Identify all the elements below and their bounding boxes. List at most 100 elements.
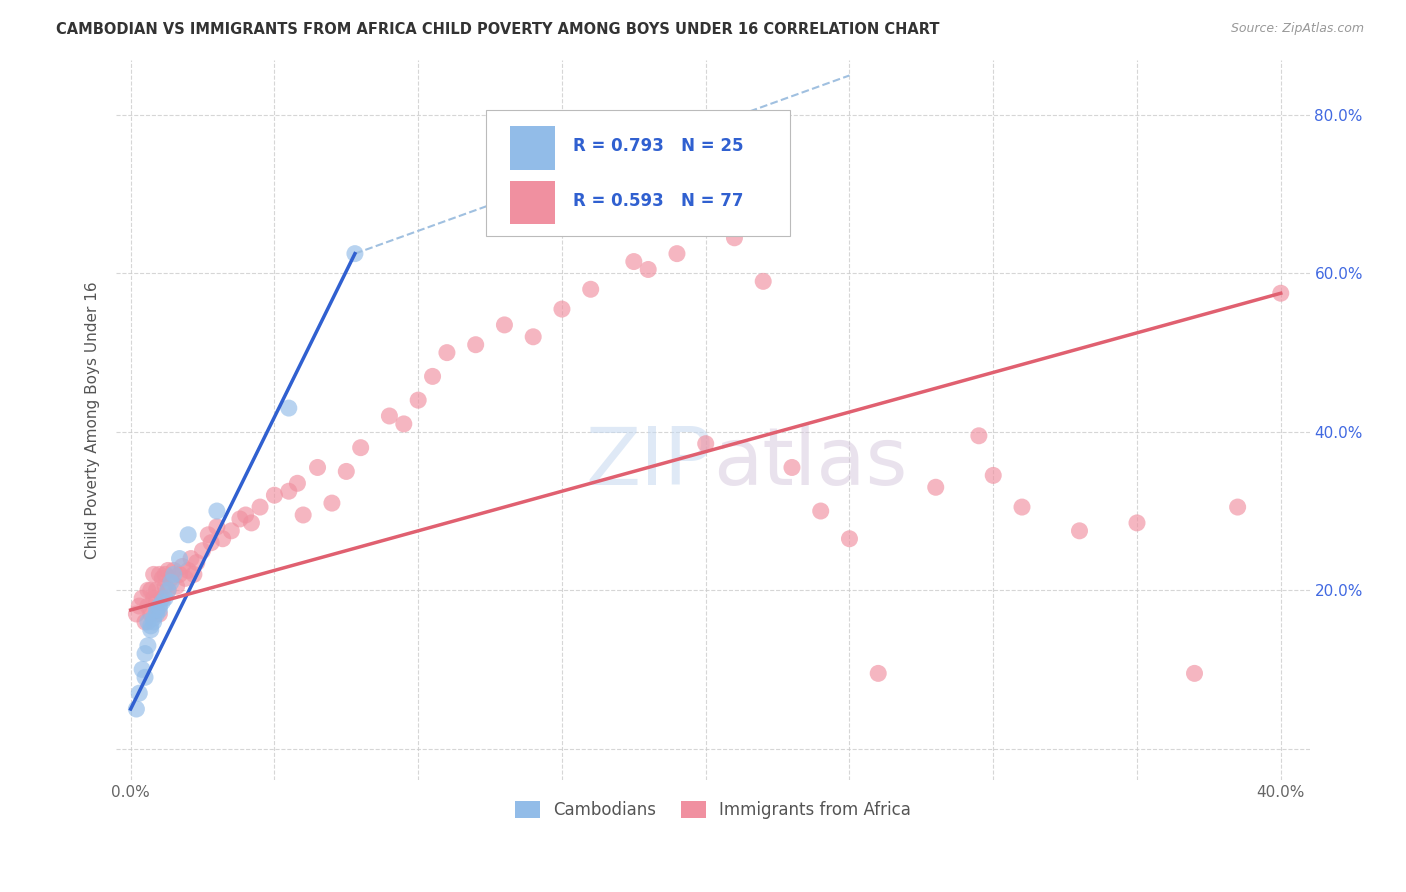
Legend: Cambodians, Immigrants from Africa: Cambodians, Immigrants from Africa	[508, 795, 918, 826]
Point	[838, 532, 860, 546]
Point	[125, 607, 148, 621]
Point	[249, 500, 271, 514]
Point	[169, 551, 191, 566]
Point	[579, 282, 602, 296]
Point	[128, 686, 150, 700]
Point	[169, 567, 191, 582]
Text: R = 0.793   N = 25: R = 0.793 N = 25	[574, 137, 744, 155]
Text: atlas: atlas	[713, 425, 907, 502]
Point	[1184, 666, 1206, 681]
Point	[392, 417, 415, 431]
Point	[1126, 516, 1149, 530]
Point	[623, 254, 645, 268]
Point	[211, 532, 233, 546]
Point	[153, 567, 176, 582]
Point	[197, 528, 219, 542]
Point	[150, 595, 173, 609]
Point	[136, 599, 159, 613]
Point	[780, 460, 803, 475]
Point	[174, 571, 197, 585]
Point	[277, 484, 299, 499]
Point	[551, 301, 574, 316]
Point	[307, 460, 329, 475]
Point	[142, 567, 165, 582]
Point	[350, 441, 373, 455]
Point	[494, 318, 516, 332]
Point	[148, 603, 170, 617]
Point	[157, 583, 180, 598]
Point	[200, 535, 222, 549]
Point	[219, 524, 242, 538]
Point	[180, 551, 202, 566]
Point	[145, 583, 167, 598]
Point	[422, 369, 444, 384]
Point	[752, 274, 775, 288]
Point	[150, 591, 173, 606]
Point	[136, 583, 159, 598]
Text: CAMBODIAN VS IMMIGRANTS FROM AFRICA CHILD POVERTY AMONG BOYS UNDER 16 CORRELATIO: CAMBODIAN VS IMMIGRANTS FROM AFRICA CHIL…	[56, 22, 939, 37]
Text: ZIP: ZIP	[585, 425, 713, 502]
Point	[723, 231, 745, 245]
Point	[925, 480, 948, 494]
Point	[378, 409, 401, 423]
Point	[148, 607, 170, 621]
Point	[665, 246, 688, 260]
Point	[1270, 286, 1292, 301]
Point	[166, 579, 188, 593]
Point	[153, 579, 176, 593]
Point	[637, 262, 659, 277]
Point	[406, 393, 429, 408]
Point	[136, 615, 159, 629]
Point	[148, 567, 170, 582]
Point	[125, 702, 148, 716]
Point	[134, 670, 156, 684]
Point	[1069, 524, 1091, 538]
Point	[148, 599, 170, 613]
Point	[131, 662, 153, 676]
Point	[139, 619, 162, 633]
Point	[191, 543, 214, 558]
Point	[436, 345, 458, 359]
Point	[981, 468, 1004, 483]
FancyBboxPatch shape	[510, 127, 555, 169]
Point	[160, 575, 183, 590]
Point	[522, 330, 544, 344]
Point	[229, 512, 252, 526]
Point	[1011, 500, 1033, 514]
Point	[153, 591, 176, 606]
Point	[134, 615, 156, 629]
Point	[263, 488, 285, 502]
Point	[240, 516, 263, 530]
Point	[810, 504, 832, 518]
Point	[177, 563, 200, 577]
Point	[157, 563, 180, 577]
Point	[131, 591, 153, 606]
Point	[128, 599, 150, 613]
Point	[235, 508, 257, 522]
Point	[868, 666, 890, 681]
Point	[145, 595, 167, 609]
Y-axis label: Child Poverty Among Boys Under 16: Child Poverty Among Boys Under 16	[86, 281, 100, 558]
Point	[205, 520, 228, 534]
Point	[139, 623, 162, 637]
Point	[139, 583, 162, 598]
Point	[464, 337, 486, 351]
Point	[172, 559, 194, 574]
Point	[205, 504, 228, 518]
Point	[142, 615, 165, 629]
Point	[142, 611, 165, 625]
Point	[136, 639, 159, 653]
Point	[157, 583, 180, 598]
Point	[150, 571, 173, 585]
Point	[287, 476, 309, 491]
Point	[139, 607, 162, 621]
Point	[695, 436, 717, 450]
Point	[163, 563, 186, 577]
Point	[186, 556, 208, 570]
Point	[177, 528, 200, 542]
Text: Source: ZipAtlas.com: Source: ZipAtlas.com	[1230, 22, 1364, 36]
Point	[343, 246, 366, 260]
Point	[183, 567, 205, 582]
Point	[292, 508, 315, 522]
Point	[1226, 500, 1249, 514]
